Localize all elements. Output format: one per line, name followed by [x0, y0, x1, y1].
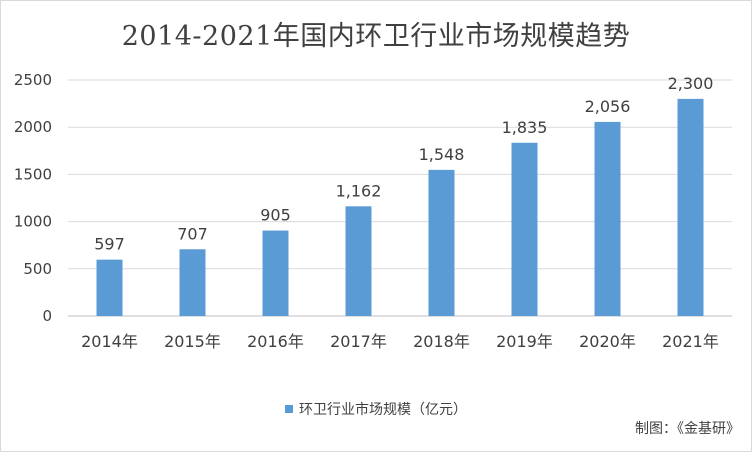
y-tick-label: 1500	[14, 165, 52, 183]
legend-swatch	[285, 405, 293, 413]
data-label: 2,300	[668, 74, 714, 93]
y-tick-label: 2500	[14, 71, 52, 89]
bar	[594, 121, 621, 316]
data-label: 597	[94, 235, 125, 254]
x-tick-label: 2020年	[579, 332, 636, 351]
x-tick-label: 2021年	[662, 332, 719, 351]
y-tick-label: 2000	[14, 118, 52, 136]
x-tick-label: 2016年	[247, 332, 304, 351]
bar	[428, 169, 455, 316]
x-axis-ticks: 2014年 2015年 2016年 2017年 2018年 2019年 2020年 2021年	[81, 332, 719, 351]
y-tick-label: 1000	[14, 213, 52, 231]
legend: 环卫行业市场规模（亿元）	[0, 399, 752, 419]
bars	[96, 98, 704, 316]
data-label: 1,162	[336, 181, 382, 200]
gridlines	[68, 79, 732, 317]
source-note: 制图：《金基研》	[635, 421, 740, 437]
legend-label: 环卫行业市场规模（亿元）	[299, 402, 467, 418]
data-label: 707	[177, 224, 208, 243]
x-tick-label: 2014年	[81, 332, 138, 351]
chart-title: 2014-2021年国内环卫行业市场规模趋势	[121, 21, 631, 52]
x-tick-label: 2017年	[330, 332, 387, 351]
x-tick-label: 2018年	[413, 332, 470, 351]
data-label: 1,835	[502, 118, 548, 137]
y-axis-ticks: 0 500 1000 1500 2000 2500	[14, 71, 52, 325]
bar	[345, 206, 372, 316]
y-tick-label: 500	[23, 260, 52, 278]
bar	[262, 230, 289, 316]
data-label: 1,548	[419, 145, 465, 164]
data-label: 905	[260, 206, 291, 225]
x-tick-label: 2019年	[496, 332, 553, 351]
bar	[96, 259, 123, 316]
data-label: 2,056	[585, 97, 631, 116]
y-tick-label: 0	[42, 307, 52, 325]
bar	[677, 98, 704, 316]
bar	[179, 249, 206, 316]
bar	[511, 142, 538, 316]
data-labels: 597 707 905 1,162 1,548 1,835 2,056 2,300	[94, 74, 713, 254]
x-tick-label: 2015年	[164, 332, 221, 351]
